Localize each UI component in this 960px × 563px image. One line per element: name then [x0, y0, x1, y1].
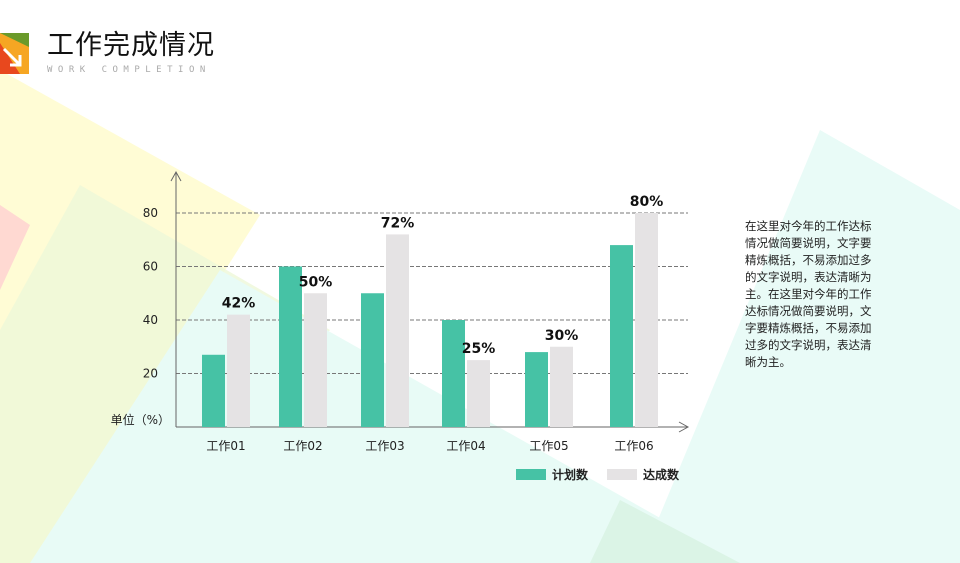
data-label: 42% — [222, 296, 256, 312]
x-tick-label: 工作02 — [283, 439, 322, 453]
y-axis-arrow-icon — [170, 170, 182, 182]
x-tick-label: 工作03 — [365, 439, 404, 453]
description-text: 在这里对今年的工作达标情况做简要说明，文字要精炼概括，不易添加过多的文字说明，表… — [745, 219, 872, 369]
y-tick-label: 40 — [143, 313, 158, 327]
bar-plan — [442, 320, 465, 427]
data-label: 80% — [630, 194, 664, 210]
bar-actual — [304, 293, 327, 427]
legend-swatch-actual — [607, 469, 637, 480]
x-tick-label: 工作05 — [529, 439, 568, 453]
logo-icon — [0, 33, 29, 74]
bar-actual — [635, 213, 658, 427]
bar-actual — [467, 360, 490, 427]
y-tick-label: 20 — [143, 367, 158, 381]
page-subtitle: WORK COMPLETION — [47, 65, 211, 75]
data-label: 72% — [381, 215, 415, 231]
bar-actual — [227, 314, 250, 427]
bar-actual — [550, 346, 573, 427]
bar-plan — [202, 354, 225, 427]
legend-label-plan: 计划数 — [552, 467, 589, 482]
y-tick-label: 80 — [143, 206, 158, 220]
bar-plan — [525, 352, 548, 427]
data-label: 50% — [299, 274, 333, 290]
y-axis-label: 单位（%） — [111, 412, 170, 427]
x-axis-arrow-icon — [678, 421, 690, 433]
bar-actual — [386, 234, 409, 427]
data-label: 25% — [462, 341, 496, 357]
bar-plan — [279, 266, 302, 427]
x-tick-label: 工作01 — [206, 439, 245, 453]
legend-swatch-plan — [516, 469, 546, 480]
page-title: 工作完成情况 — [47, 30, 215, 61]
bar-plan — [610, 245, 633, 427]
legend-label-actual: 达成数 — [643, 467, 680, 482]
bar-plan — [361, 293, 384, 427]
data-label: 30% — [545, 328, 579, 344]
x-tick-label: 工作06 — [614, 439, 653, 453]
x-tick-label: 工作04 — [446, 439, 485, 453]
y-tick-label: 60 — [143, 260, 158, 274]
